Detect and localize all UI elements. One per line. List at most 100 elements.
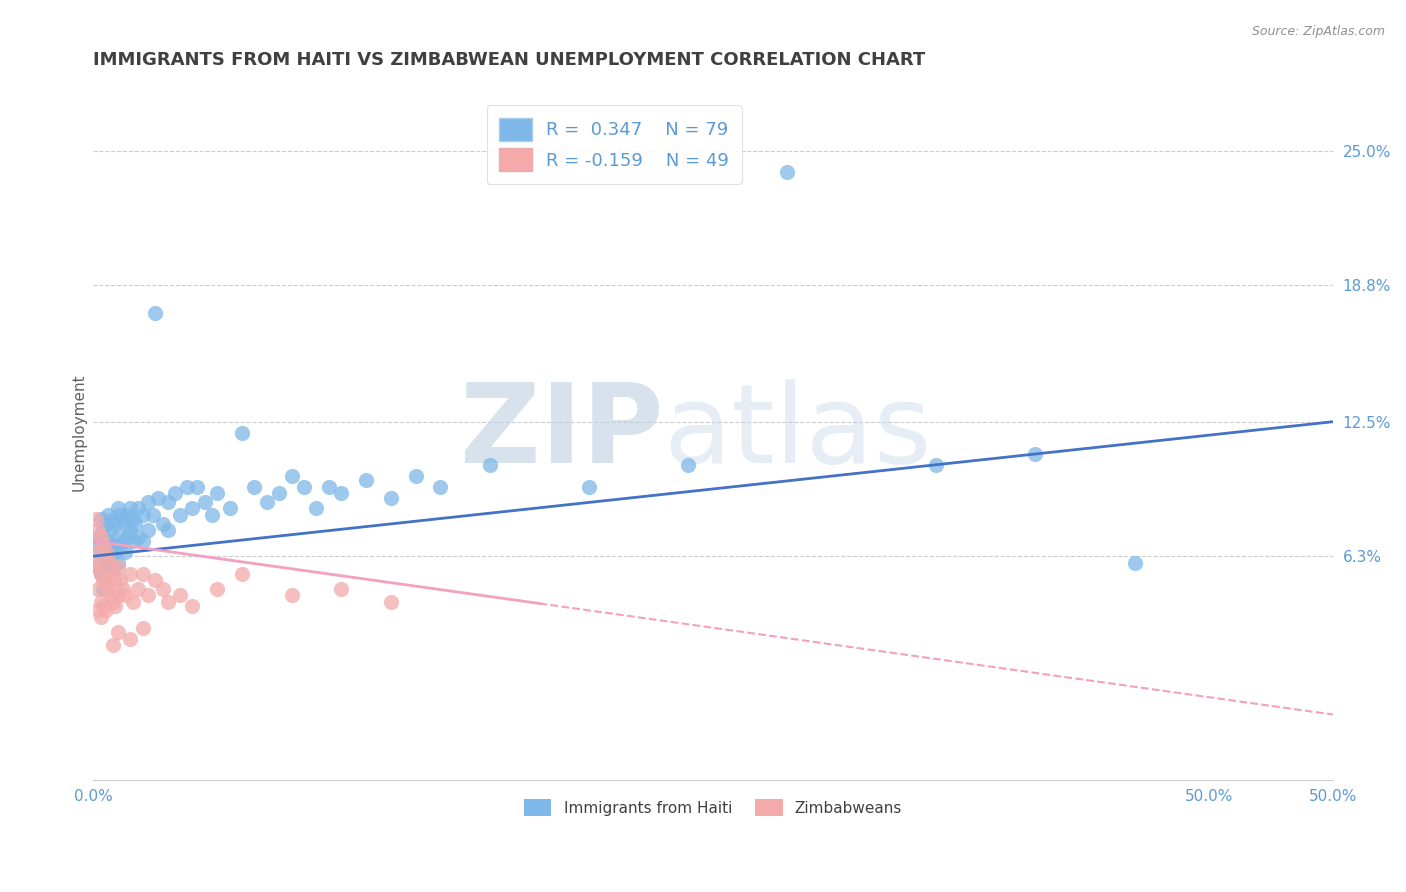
Point	[578, 480, 600, 494]
Point	[120, 632, 142, 646]
Point	[90, 610, 112, 624]
Point	[101, 595, 124, 609]
Point	[97, 560, 120, 574]
Point	[97, 508, 120, 522]
Point	[380, 491, 402, 505]
Point	[114, 588, 136, 602]
Text: Source: ZipAtlas.com: Source: ZipAtlas.com	[1251, 25, 1385, 38]
Point	[84, 512, 107, 526]
Point	[101, 560, 124, 574]
Point	[117, 508, 139, 522]
Point	[104, 573, 127, 587]
Point	[218, 501, 240, 516]
Point	[136, 588, 159, 602]
Point	[478, 458, 501, 472]
Point	[1123, 556, 1146, 570]
Point	[142, 508, 165, 522]
Point	[100, 588, 122, 602]
Point	[87, 523, 110, 537]
Point	[84, 545, 107, 559]
Legend: Immigrants from Haiti, Zimbabweans: Immigrants from Haiti, Zimbabweans	[516, 791, 910, 824]
Point	[117, 530, 139, 544]
Point	[136, 523, 159, 537]
Point	[181, 501, 204, 516]
Point	[94, 538, 117, 552]
Point	[107, 556, 129, 570]
Point	[90, 595, 112, 609]
Point	[305, 501, 328, 516]
Point	[107, 530, 129, 544]
Point	[100, 560, 122, 574]
Point	[176, 480, 198, 494]
Point	[90, 512, 112, 526]
Text: atlas: atlas	[664, 379, 932, 486]
Point	[91, 582, 114, 596]
Point	[318, 480, 340, 494]
Point	[91, 599, 114, 613]
Point	[231, 425, 253, 440]
Point	[354, 473, 377, 487]
Point	[104, 545, 127, 559]
Y-axis label: Unemployment: Unemployment	[72, 374, 86, 491]
Point	[107, 588, 129, 602]
Point	[1024, 447, 1046, 461]
Point	[90, 545, 112, 559]
Point	[156, 523, 179, 537]
Point	[136, 495, 159, 509]
Point	[205, 486, 228, 500]
Point	[121, 512, 143, 526]
Point	[146, 491, 169, 505]
Point	[94, 516, 117, 531]
Point	[121, 595, 143, 609]
Point	[87, 603, 110, 617]
Point	[91, 573, 114, 587]
Point	[90, 530, 112, 544]
Point	[152, 516, 174, 531]
Point	[132, 508, 155, 522]
Point	[330, 582, 353, 596]
Text: ZIP: ZIP	[460, 379, 664, 486]
Point	[678, 458, 700, 472]
Point	[94, 566, 117, 581]
Point	[776, 165, 799, 179]
Point	[97, 551, 120, 566]
Point	[84, 538, 107, 552]
Point	[156, 595, 179, 609]
Point	[186, 480, 208, 494]
Point	[127, 530, 149, 544]
Point	[111, 582, 134, 596]
Point	[97, 582, 120, 596]
Point	[101, 638, 124, 652]
Point	[194, 495, 217, 509]
Point	[201, 508, 224, 522]
Point	[107, 625, 129, 640]
Point	[104, 599, 127, 613]
Point	[292, 480, 315, 494]
Point	[132, 566, 155, 581]
Point	[124, 516, 146, 531]
Point	[107, 560, 129, 574]
Point	[94, 603, 117, 617]
Point	[181, 599, 204, 613]
Point	[101, 538, 124, 552]
Point	[111, 512, 134, 526]
Point	[101, 512, 124, 526]
Point	[114, 545, 136, 559]
Point	[205, 582, 228, 596]
Point	[97, 534, 120, 549]
Point	[152, 582, 174, 596]
Point	[120, 523, 142, 537]
Point	[143, 306, 166, 320]
Point	[156, 495, 179, 509]
Point	[231, 566, 253, 581]
Point	[110, 573, 132, 587]
Point	[94, 577, 117, 591]
Point	[127, 582, 149, 596]
Point	[110, 538, 132, 552]
Point	[90, 566, 112, 581]
Point	[143, 573, 166, 587]
Point	[110, 508, 132, 522]
Point	[256, 495, 278, 509]
Point	[87, 530, 110, 544]
Point	[107, 501, 129, 516]
